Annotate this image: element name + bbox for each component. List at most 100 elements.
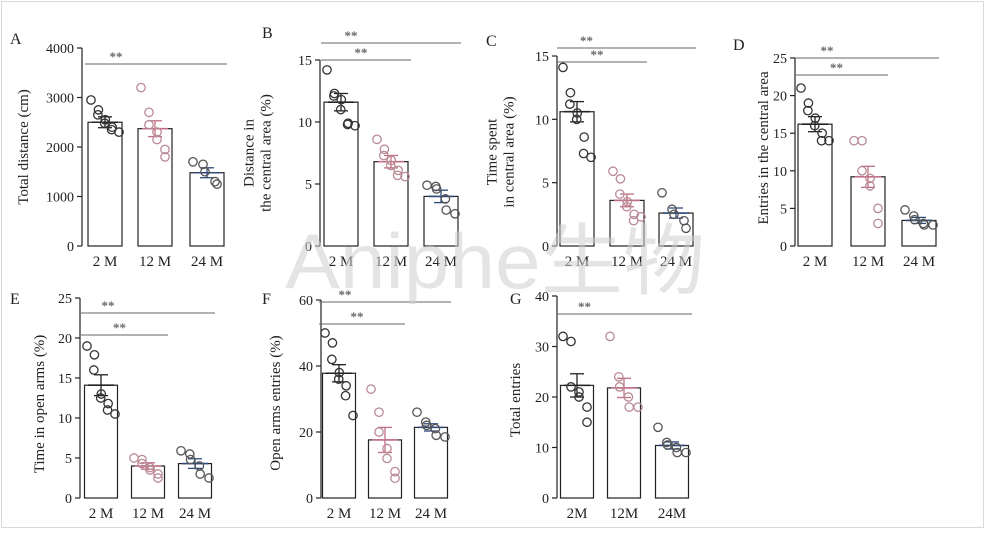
panel-b-point bbox=[450, 208, 460, 219]
panel-g-point bbox=[681, 447, 691, 458]
panel-a-letter: A bbox=[10, 31, 22, 48]
panel-b-point bbox=[400, 171, 410, 182]
panel-e-point bbox=[110, 409, 120, 419]
panel-e-ytick-label: 0 bbox=[65, 492, 72, 507]
panel-c-point bbox=[558, 62, 568, 73]
panel-c-xtick-label: 2 M bbox=[565, 254, 590, 270]
panel-e-ytick-label: 15 bbox=[58, 372, 72, 387]
panel-b-letter: B bbox=[262, 25, 273, 42]
panel-b-sig-label: ** bbox=[355, 45, 368, 60]
panel-c-point bbox=[681, 223, 691, 234]
panel-c-ytick-label: 10 bbox=[535, 113, 549, 128]
panel-b-point bbox=[342, 119, 353, 130]
panel-b-xtick-label: 2 M bbox=[329, 254, 354, 270]
panel-g-point bbox=[566, 336, 576, 347]
panel-d-point bbox=[857, 135, 867, 146]
panel-f-ylabel: Open arms entries (%) bbox=[268, 335, 284, 470]
panel-c-point bbox=[622, 196, 633, 207]
panel-c-point bbox=[657, 187, 667, 198]
panel-c-sig-label: ** bbox=[591, 47, 604, 62]
panel-e-point bbox=[95, 393, 106, 403]
panel-f-bar bbox=[413, 426, 449, 499]
panel-a-ylabel: Total distance (cm) bbox=[16, 89, 32, 205]
panel-f-sig-label: ** bbox=[351, 309, 364, 324]
panel-e-point bbox=[153, 469, 163, 479]
panel-a-point bbox=[200, 166, 210, 177]
panel-d-sig-label: ** bbox=[821, 43, 834, 58]
panel-b-sig-label: ** bbox=[345, 28, 358, 43]
panel-e-point bbox=[96, 389, 107, 399]
panel-c-point bbox=[667, 204, 677, 215]
panel-g-point bbox=[662, 440, 673, 450]
panel-a-point bbox=[93, 105, 104, 115]
panel-b-point bbox=[441, 205, 452, 215]
panel-c-point bbox=[608, 166, 618, 177]
panel-c-point bbox=[565, 87, 576, 98]
watermark: Aniphe生物 bbox=[285, 217, 705, 305]
panel-f-xtick-label: 12 M bbox=[369, 506, 401, 522]
figure-frame bbox=[1, 1, 984, 528]
panel-c-ytick-label: 15 bbox=[535, 50, 549, 65]
panel-c-point bbox=[565, 99, 575, 109]
panel-b-point bbox=[440, 194, 451, 204]
panel-a-ytick-label: 2000 bbox=[46, 141, 74, 156]
panel-c-ylabel: Time spent bbox=[485, 118, 501, 185]
panel-f-point bbox=[374, 427, 384, 437]
panel-g-point bbox=[653, 422, 663, 433]
panel-e-point bbox=[176, 445, 186, 456]
panel-e-point bbox=[137, 454, 147, 465]
panel-f-ytick-label: 60 bbox=[299, 294, 313, 309]
panel-g-ytick-label: 40 bbox=[535, 290, 549, 305]
panel-f-point bbox=[341, 380, 351, 391]
panel-c-ylabel: in central area (%) bbox=[502, 96, 518, 207]
panel-f-point bbox=[334, 367, 345, 378]
panel-g-ytick-label: 0 bbox=[542, 492, 549, 507]
panel-d-ylabel: Entries in the central area bbox=[756, 71, 772, 225]
panel-f-letter: F bbox=[262, 291, 271, 308]
panel-c-ytick-label: 5 bbox=[542, 177, 549, 192]
panel-f-point bbox=[421, 420, 432, 431]
panel-e-ylabel: Time in open arms (%) bbox=[32, 335, 48, 474]
panel-a-ytick-label: 4000 bbox=[46, 42, 74, 57]
panel-b-ytick-label: 15 bbox=[298, 54, 312, 69]
panel-b-point bbox=[372, 134, 382, 145]
panel-c-point bbox=[615, 189, 625, 199]
panel-d-ytick-label: 5 bbox=[780, 202, 787, 217]
panel-a-point bbox=[100, 114, 111, 125]
panel-f-ytick-label: 20 bbox=[299, 426, 313, 441]
panel-e-ytick-label: 25 bbox=[58, 292, 72, 307]
panel-d-point bbox=[857, 165, 867, 176]
panel-a-ytick-label: 0 bbox=[67, 240, 74, 255]
panel-d-point bbox=[909, 214, 920, 225]
panel-e-point bbox=[153, 473, 163, 483]
panel-g-ytick-label: 20 bbox=[535, 391, 549, 406]
panel-f-point bbox=[412, 407, 422, 418]
panel-c-letter: C bbox=[486, 33, 497, 50]
panel-f-point bbox=[431, 430, 442, 441]
panel-a-point bbox=[152, 134, 162, 145]
panel-f-xtick-label: 2 M bbox=[327, 506, 352, 522]
panel-a-point bbox=[212, 179, 222, 189]
panel-d-sig-label: ** bbox=[830, 60, 843, 75]
panel-e-point bbox=[204, 473, 214, 483]
panel-g-point bbox=[566, 382, 576, 392]
panel-a-ytick-label: 3000 bbox=[46, 92, 74, 107]
panel-b-ytick-label: 5 bbox=[305, 178, 312, 193]
panel-f-point bbox=[390, 473, 400, 484]
panel-g-point bbox=[623, 392, 634, 402]
panel-d-ytick-label: 0 bbox=[780, 240, 787, 255]
panel-d-point bbox=[803, 98, 814, 108]
panel-b-point bbox=[386, 155, 397, 166]
panel-b-ytick-label: 10 bbox=[298, 116, 312, 131]
panel-g-point bbox=[582, 417, 592, 428]
panel-f-point bbox=[374, 407, 384, 418]
panel-e-xtick-label: 12 M bbox=[132, 506, 164, 522]
panel-d-ytick-label: 10 bbox=[773, 165, 787, 180]
panel-a-point bbox=[86, 95, 96, 105]
panel-f-point bbox=[366, 384, 376, 394]
panel-a-point bbox=[188, 157, 198, 167]
panel-d-xtick-label: 2 M bbox=[803, 254, 828, 270]
panel-e-ytick-label: 10 bbox=[58, 412, 72, 427]
panel-g-letter: G bbox=[510, 291, 522, 308]
